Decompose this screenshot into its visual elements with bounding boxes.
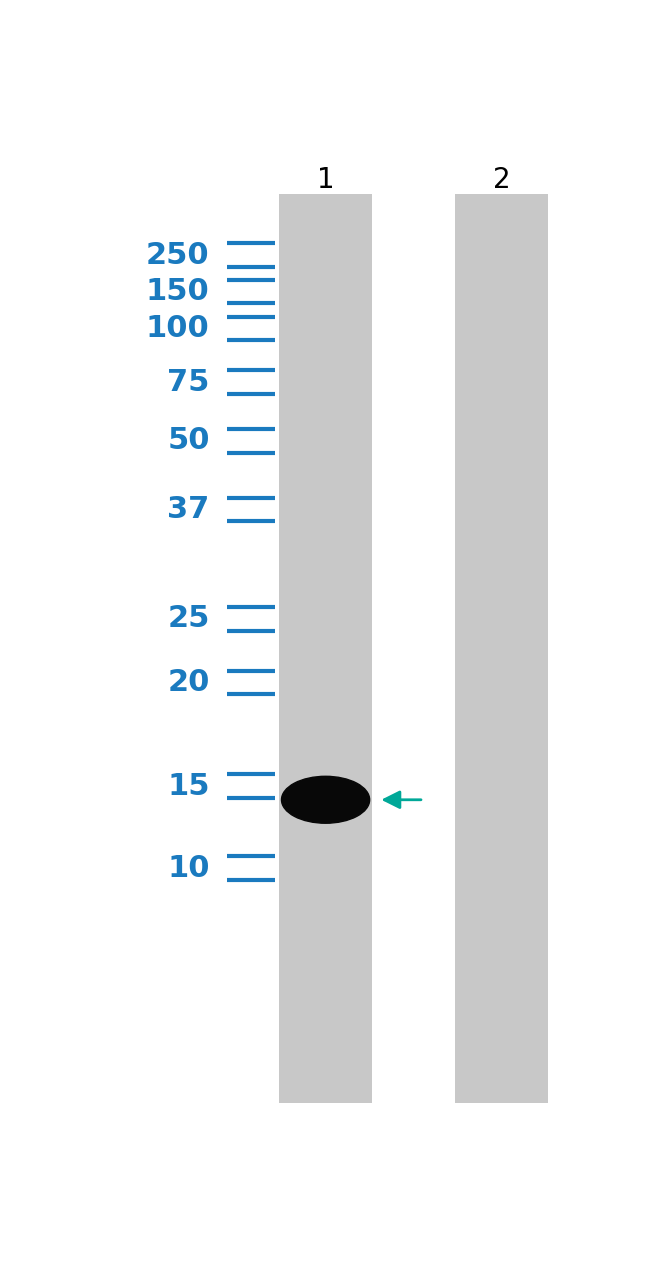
Text: 150: 150 xyxy=(146,277,210,306)
Text: 250: 250 xyxy=(146,240,210,269)
Text: 50: 50 xyxy=(167,427,210,456)
Text: 100: 100 xyxy=(146,314,210,343)
Text: 20: 20 xyxy=(167,668,210,697)
Text: 10: 10 xyxy=(167,853,210,883)
Text: 2: 2 xyxy=(493,166,511,194)
Text: 37: 37 xyxy=(168,495,210,523)
Text: 25: 25 xyxy=(167,605,210,634)
Bar xyxy=(455,194,549,1102)
Text: 75: 75 xyxy=(167,368,210,396)
Text: 15: 15 xyxy=(167,772,210,800)
Bar xyxy=(279,194,372,1102)
Text: 1: 1 xyxy=(317,166,334,194)
Ellipse shape xyxy=(281,776,370,823)
